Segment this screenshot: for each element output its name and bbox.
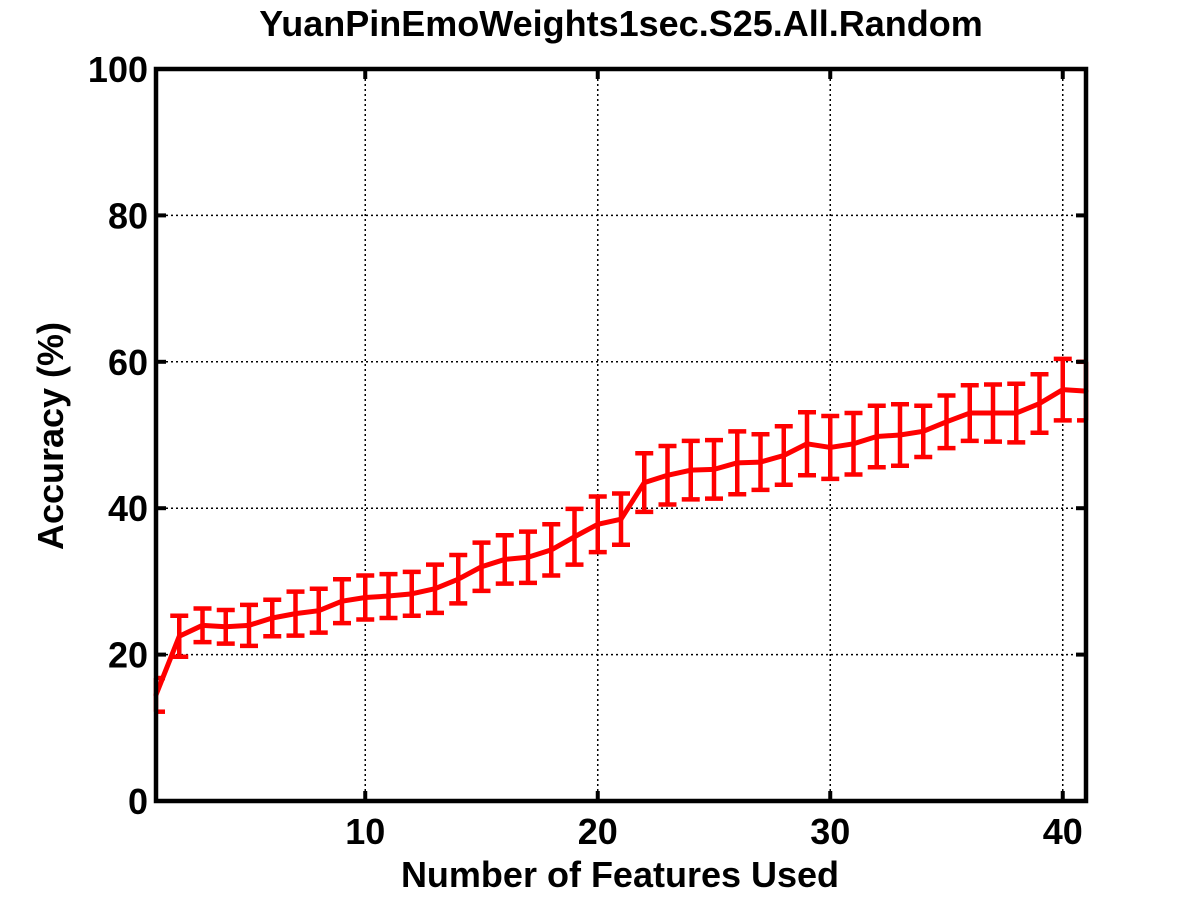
- frame-layer: [153, 66, 1089, 804]
- y-tick-label: 100: [88, 49, 148, 90]
- y-tick-label: 20: [108, 635, 148, 676]
- y-tick-label: 80: [108, 195, 148, 236]
- x-tick-label: 20: [578, 811, 618, 852]
- series-line: [153, 387, 1089, 698]
- plot-frame: [153, 66, 1089, 804]
- x-tick-label: 30: [810, 811, 850, 852]
- y-tick-label: 40: [108, 488, 148, 529]
- x-axis-label: Number of Features Used: [401, 854, 839, 895]
- x-tick-label: 40: [1043, 811, 1083, 852]
- x-tick-label: 10: [345, 811, 385, 852]
- chart-title: YuanPinEmoWeights1sec.S25.All.Random: [259, 3, 983, 44]
- tick-label-layer: 10 20 30 40 0 20 40 60 80 100: [88, 49, 1083, 852]
- y-tick-label: 60: [108, 342, 148, 383]
- y-axis-label: Accuracy (%): [30, 322, 71, 550]
- y-tick-label: 0: [128, 781, 148, 822]
- series-layer: [153, 356, 1089, 714]
